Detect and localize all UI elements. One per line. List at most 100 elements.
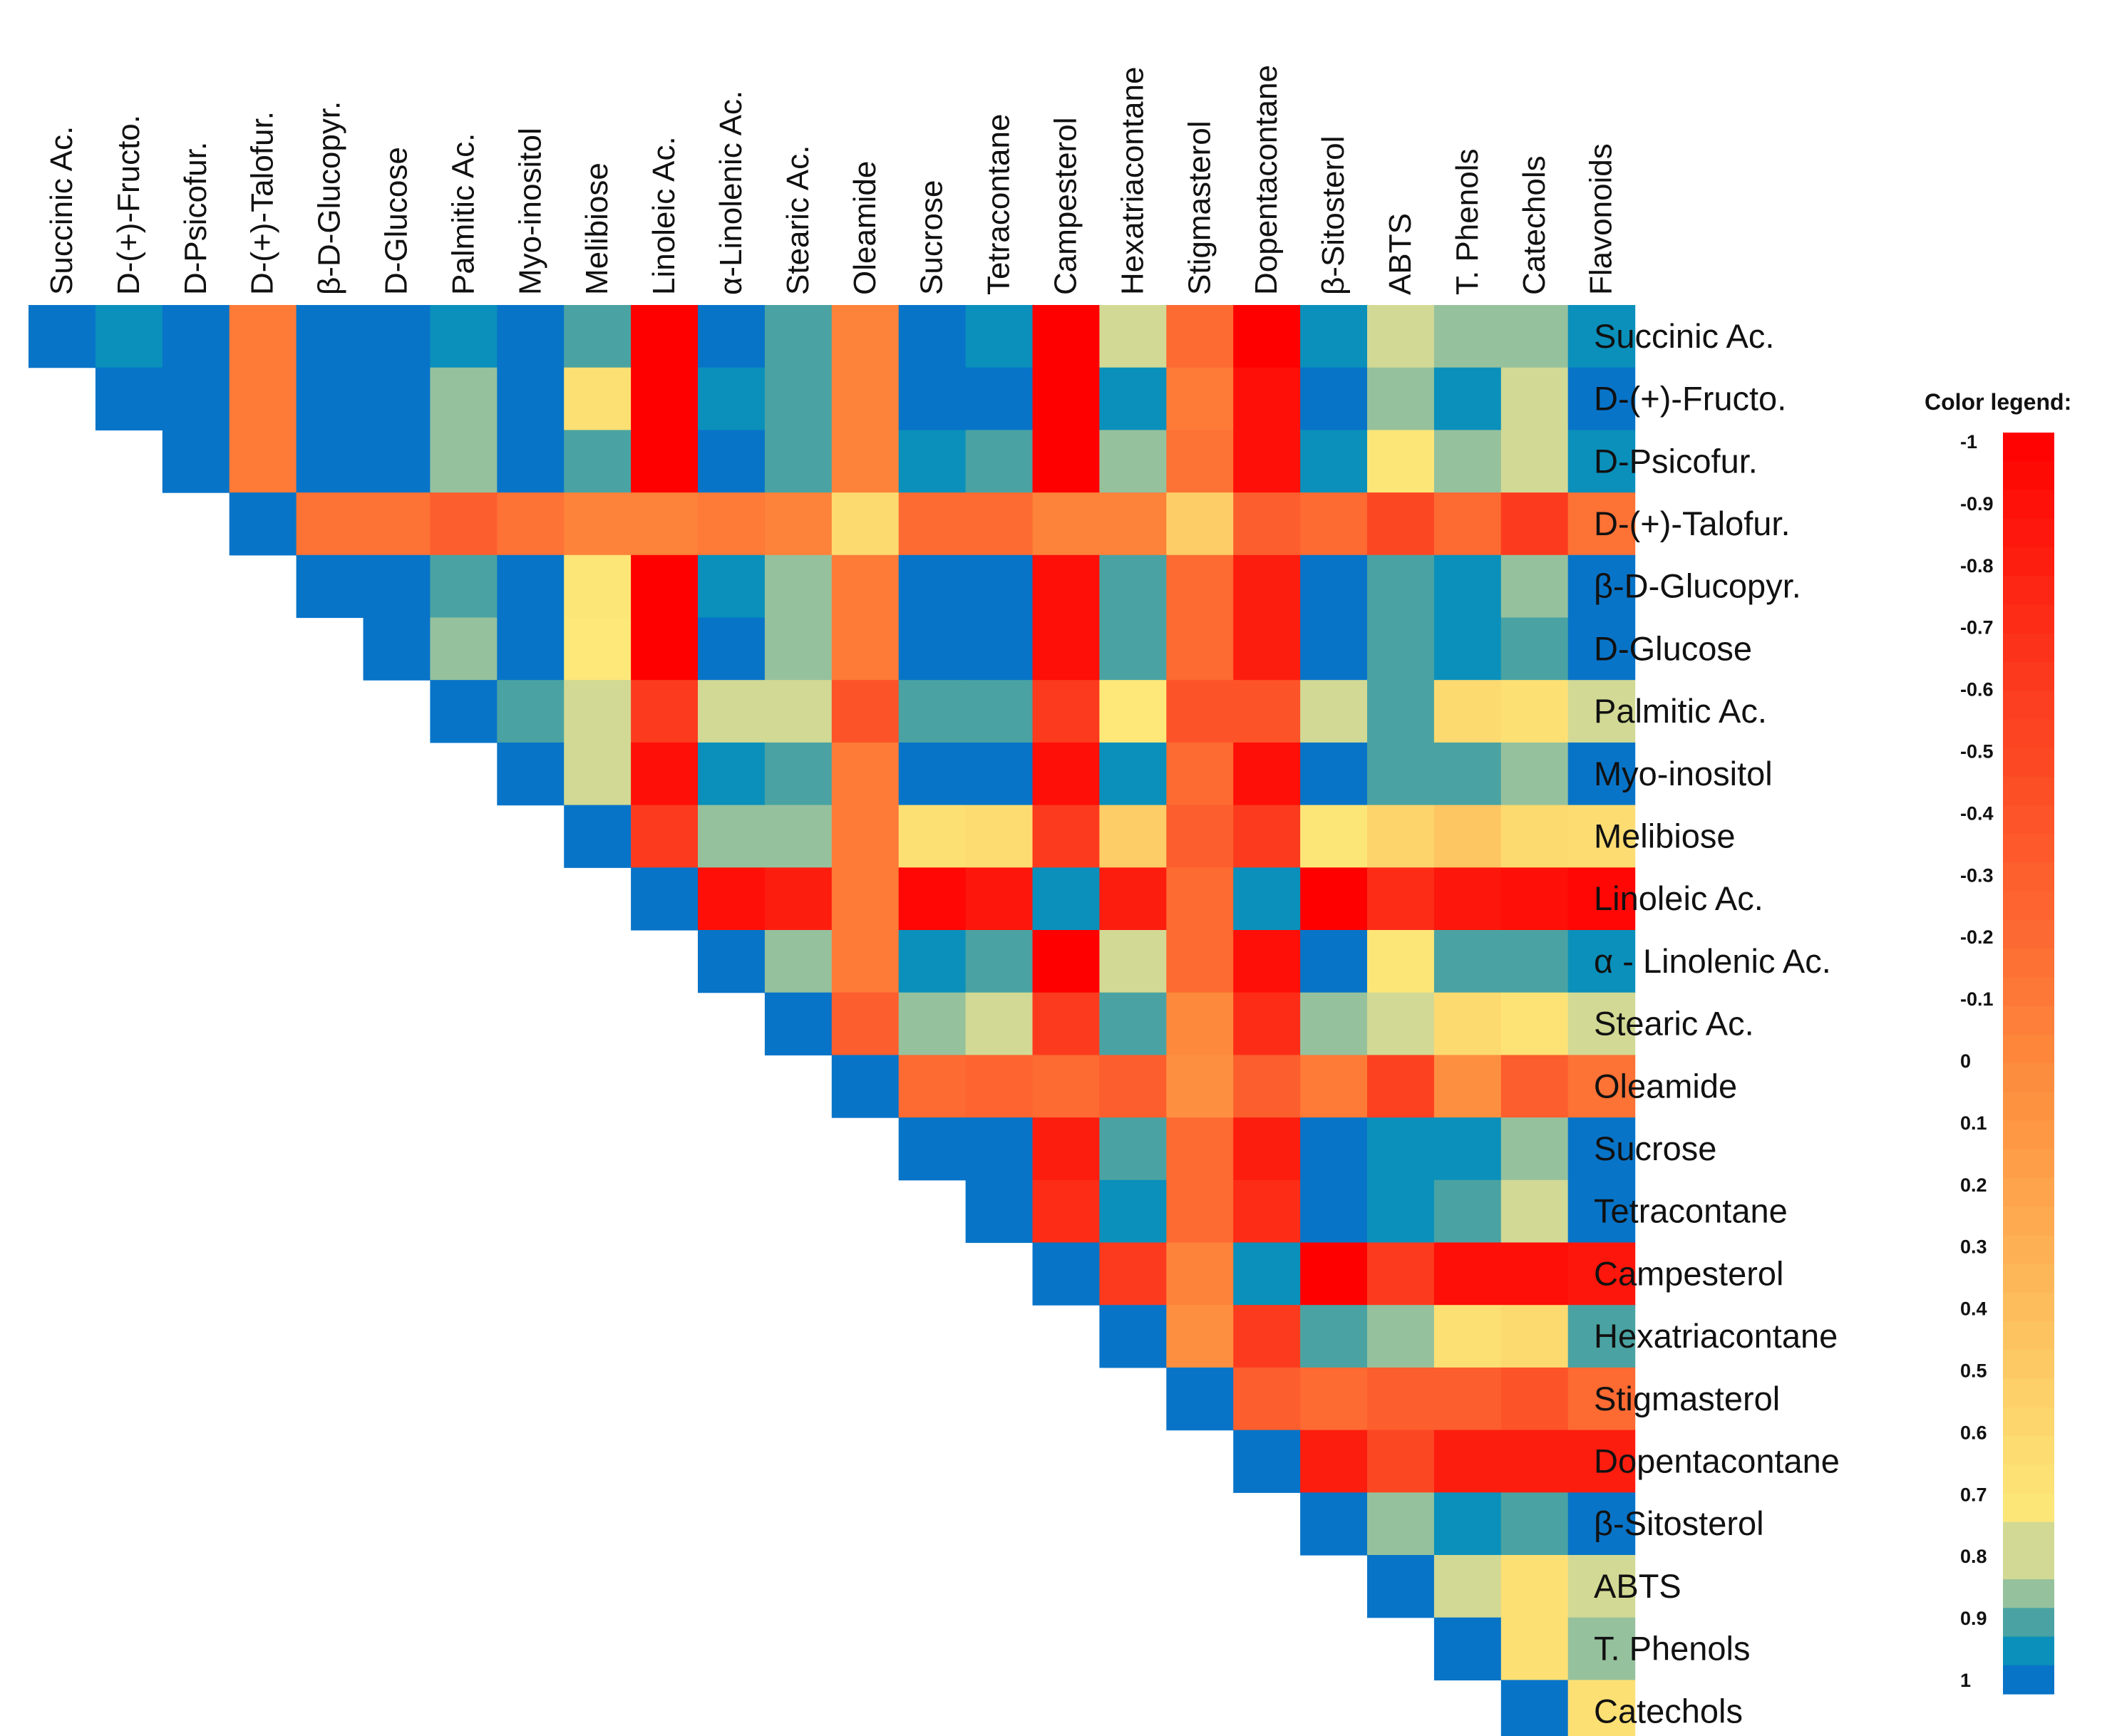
heatmap-cell-d-talofur-oleamide xyxy=(831,492,900,556)
heatmap-cell-stigmasterol-stigmasterol xyxy=(1166,1367,1234,1431)
heatmap-cell-myo-inositol-dopentacontane xyxy=(1233,742,1301,806)
heatmap-cell-d-psicofur-beta-sitosterol xyxy=(1300,430,1368,493)
heatmap-cell-sucrose-dopentacontane xyxy=(1233,1117,1301,1181)
heatmap-cell-palmitic-ac-myo-inositol xyxy=(497,680,565,743)
heatmap-cell-beta-sitosterol-beta-sitosterol xyxy=(1300,1492,1368,1556)
legend-color-step xyxy=(2003,1177,2054,1207)
heatmap-cell-melibiose-tetracontane xyxy=(965,805,1034,868)
legend-tick-label: 0.3 xyxy=(1960,1236,1987,1258)
legend-color-step xyxy=(2003,1550,2054,1580)
column-label-beta-d-glucopyr: β-D-Glucopyr. xyxy=(312,101,347,295)
row-label-d-talofur: D-(+)-Talofur. xyxy=(1594,505,1791,542)
heatmap-cell-stearic-ac-abts xyxy=(1367,992,1435,1055)
column-label-palmitic-ac: Palmitic Ac. xyxy=(445,133,480,295)
heatmap-cell-d-fructo-stigmasterol xyxy=(1166,367,1234,430)
heatmap-cell-d-talofur-abts xyxy=(1367,492,1435,556)
heatmap-cell-alpha-linolenic-ac-dopentacontane xyxy=(1233,930,1301,993)
heatmap-cell-myo-inositol-abts xyxy=(1367,742,1435,806)
heatmap-cell-d-glucose-flavonoids xyxy=(1567,617,1636,681)
heatmap-cell-d-psicofur-stigmasterol xyxy=(1166,430,1234,493)
legend-color-step xyxy=(2003,719,2054,749)
heatmap-cell-stearic-ac-tetracontane xyxy=(965,992,1034,1055)
heatmap-cell-stearic-ac-oleamide xyxy=(831,992,900,1055)
heatmap-cell-myo-inositol-tetracontane xyxy=(965,742,1034,806)
heatmap-cell-d-fructo-myo-inositol xyxy=(497,367,565,430)
legend-color-step xyxy=(2003,518,2054,548)
row-label-beta-d-glucopyr: β-D-Glucopyr. xyxy=(1594,567,1801,605)
heatmap-cell-myo-inositol-beta-sitosterol xyxy=(1300,742,1368,806)
heatmap-cell-t-phenols-flavonoids xyxy=(1567,1617,1636,1680)
row-label-oleamide: Oleamide xyxy=(1594,1067,1737,1105)
legend-color-bar xyxy=(2003,433,2054,1695)
heatmap-cell-palmitic-ac-stigmasterol xyxy=(1166,680,1234,743)
heatmap-cell-d-fructo-dopentacontane xyxy=(1233,367,1301,430)
heatmap-cell-d-talofur-campesterol xyxy=(1032,492,1100,556)
heatmap-cell-succinic-ac-alpha-linolenic-ac xyxy=(698,305,766,368)
heatmap-cell-beta-d-glucopyr-d-glucose xyxy=(363,554,431,619)
heatmap-cell-palmitic-ac-catechols xyxy=(1500,680,1569,743)
row-label-sucrose: Sucrose xyxy=(1594,1130,1716,1167)
heatmap-cell-sucrose-hexatriacontane xyxy=(1099,1117,1167,1181)
heatmap-cell-d-psicofur-sucrose xyxy=(898,430,967,493)
heatmap-cell-stearic-ac-t-phenols xyxy=(1433,992,1502,1055)
heatmap-cell-succinic-ac-beta-d-glucopyr xyxy=(296,305,364,368)
heatmap-cell-d-talofur-hexatriacontane xyxy=(1099,492,1167,556)
heatmap-cell-d-talofur-dopentacontane xyxy=(1233,492,1301,556)
heatmap-cell-d-fructo-d-fructo xyxy=(95,367,163,430)
heatmap-cell-alpha-linolenic-ac-alpha-linolenic-ac xyxy=(698,930,766,993)
heatmap-cell-sucrose-flavonoids xyxy=(1567,1117,1636,1181)
heatmap-cell-oleamide-sucrose xyxy=(898,1055,967,1118)
heatmap-cell-d-glucose-stigmasterol xyxy=(1166,617,1234,681)
heatmap-cell-myo-inositol-linoleic-ac xyxy=(631,742,699,806)
heatmap-cell-stearic-ac-dopentacontane xyxy=(1233,992,1301,1055)
legend-tick-label: -0.9 xyxy=(1960,493,1994,515)
heatmap-cell-melibiose-oleamide xyxy=(831,805,900,868)
heatmap-cell-d-talofur-linoleic-ac xyxy=(631,492,699,556)
heatmap-cell-d-fructo-hexatriacontane xyxy=(1099,367,1167,430)
heatmap-cell-beta-d-glucopyr-dopentacontane xyxy=(1233,554,1301,619)
column-label-d-fructo: D-(+)-Fructo. xyxy=(111,115,146,295)
heatmap-cell-succinic-ac-linoleic-ac xyxy=(631,305,699,368)
heatmap-cell-linoleic-ac-hexatriacontane xyxy=(1099,867,1167,931)
heatmap-cell-d-talofur-myo-inositol xyxy=(497,492,565,556)
heatmap-cell-alpha-linolenic-ac-beta-sitosterol xyxy=(1300,930,1368,993)
heatmap-cell-palmitic-ac-oleamide xyxy=(831,680,900,743)
heatmap-cell-succinic-ac-tetracontane xyxy=(965,305,1034,368)
legend-color-step xyxy=(2003,1321,2054,1350)
legend-color-step xyxy=(2003,1378,2054,1408)
legend-tick-label: 0.1 xyxy=(1960,1112,1987,1134)
heatmap-cell-oleamide-abts xyxy=(1367,1055,1435,1118)
heatmap-cell-d-psicofur-d-talofur xyxy=(229,430,297,493)
heatmap-cell-myo-inositol-hexatriacontane xyxy=(1099,742,1167,806)
heatmap-cell-oleamide-catechols xyxy=(1500,1055,1569,1118)
heatmap-cell-hexatriacontane-dopentacontane xyxy=(1233,1305,1301,1368)
heatmap-cell-linoleic-ac-dopentacontane xyxy=(1233,867,1301,931)
heatmap-cell-d-psicofur-stearic-ac xyxy=(764,430,833,493)
row-label-melibiose: Melibiose xyxy=(1594,817,1736,854)
heatmap-cell-beta-d-glucopyr-oleamide xyxy=(831,554,900,619)
column-label-beta-sitosterol: β-Sitosterol xyxy=(1316,136,1351,295)
heatmap-cell-beta-d-glucopyr-melibiose xyxy=(564,554,632,619)
heatmap-cell-alpha-linolenic-ac-t-phenols xyxy=(1433,930,1502,993)
heatmap-cell-d-fructo-melibiose xyxy=(564,367,632,430)
column-label-tetracontane: Tetracontane xyxy=(982,114,1016,295)
heatmap-cell-linoleic-ac-campesterol xyxy=(1032,867,1100,931)
legend-tick-label: 0.9 xyxy=(1960,1608,1987,1629)
heatmap-cell-myo-inositol-stearic-ac xyxy=(764,742,833,806)
heatmap-cell-melibiose-hexatriacontane xyxy=(1099,805,1167,868)
heatmap-cell-d-fructo-catechols xyxy=(1500,367,1569,430)
heatmap-cell-oleamide-stigmasterol xyxy=(1166,1055,1234,1118)
heatmap-cell-d-psicofur-dopentacontane xyxy=(1233,430,1301,493)
heatmap-cell-alpha-linolenic-ac-catechols xyxy=(1500,930,1569,993)
column-label-d-psicofur: D-Psicofur. xyxy=(178,142,213,295)
heatmap-cell-alpha-linolenic-ac-oleamide xyxy=(831,930,900,993)
heatmap-cell-hexatriacontane-flavonoids xyxy=(1567,1305,1636,1368)
heatmap-cell-beta-d-glucopyr-linoleic-ac xyxy=(631,554,699,619)
heatmap-cells xyxy=(29,305,1636,1736)
heatmap-cell-beta-d-glucopyr-stigmasterol xyxy=(1166,554,1234,619)
heatmap-cell-d-psicofur-tetracontane xyxy=(965,430,1034,493)
column-label-myo-inositol: Myo-inositol xyxy=(512,128,547,295)
legend-color-step xyxy=(2003,1407,2054,1437)
heatmap-cell-myo-inositol-myo-inositol xyxy=(497,742,565,806)
heatmap-cell-campesterol-abts xyxy=(1367,1242,1435,1306)
